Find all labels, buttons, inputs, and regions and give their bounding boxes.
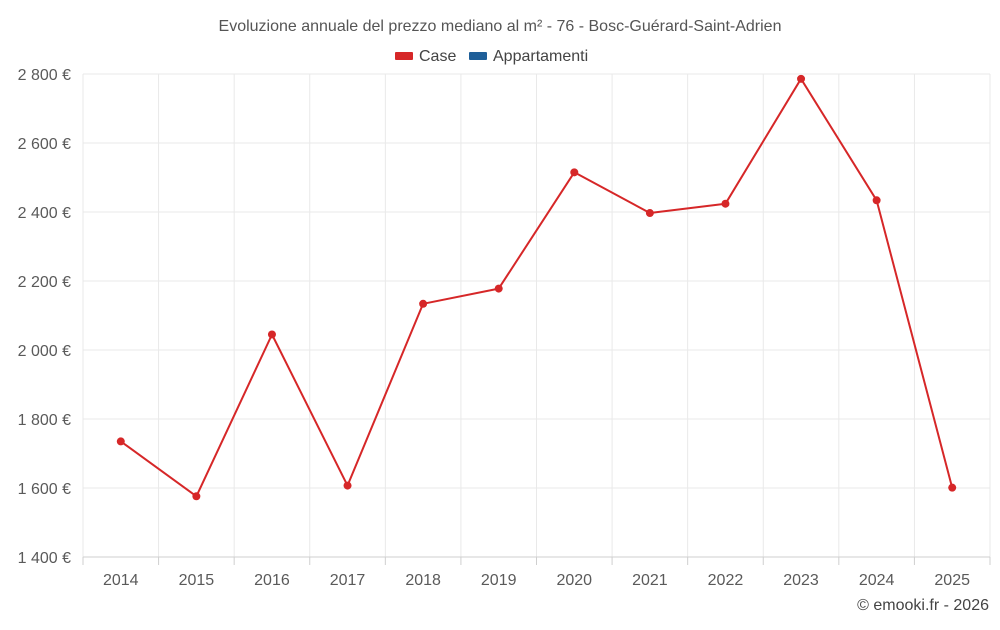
legend-item-appartamenti[interactable]: Appartamenti [469,48,588,65]
x-axis: 2014 2015 2016 2017 2018 2019 2020 2021 2022 2023… [82,556,991,589]
data-point[interactable] [267,330,276,339]
legend-swatch-case [395,52,413,60]
y-tick-label: 2 800 € [18,67,71,84]
x-tick-label: 2025 [934,572,970,589]
data-point[interactable] [343,481,352,490]
x-tick-label: 2016 [254,572,290,589]
data-point[interactable] [948,483,957,492]
x-tick-label: 2018 [405,572,441,589]
y-tick-label: 2 000 € [18,343,71,360]
data-point[interactable] [645,209,654,218]
data-point[interactable] [192,492,201,501]
x-tick-label: 2015 [179,572,215,589]
data-point[interactable] [494,284,503,293]
legend-label-case: Case [419,48,456,65]
legend-label-appartamenti: Appartamenti [493,48,588,65]
x-tick-label: 2024 [859,572,895,589]
x-tick-label: 2017 [330,572,366,589]
data-point[interactable] [721,199,730,208]
y-tick-label: 1 400 € [18,550,71,567]
data-point[interactable] [570,168,579,177]
x-tick-label: 2023 [783,572,819,589]
y-tick-label: 2 600 € [18,136,71,153]
y-tick-label: 2 400 € [18,205,71,222]
series-line [119,77,954,498]
x-tick-label: 2020 [556,572,592,589]
chart-title: Evoluzione annuale del prezzo mediano al… [219,18,782,35]
y-axis: 1 400 € 1 600 € 1 800 € 2 000 € 2 200 € 2 400… [18,67,71,567]
legend-item-case[interactable]: Case [395,48,456,65]
data-point[interactable] [419,299,428,308]
x-tick-label: 2022 [708,572,744,589]
y-tick-label: 1 800 € [18,412,71,429]
legend: Case Appartamenti [395,48,588,65]
grid [82,73,991,557]
x-tick-label: 2014 [103,572,139,589]
series-case [116,74,957,501]
x-tick-label: 2021 [632,572,668,589]
legend-swatch-appartamenti [469,52,487,60]
x-tick-label: 2019 [481,572,517,589]
data-point[interactable] [797,74,806,83]
data-point[interactable] [872,196,881,205]
y-tick-label: 1 600 € [18,481,71,498]
chart-credit[interactable]: © emooki.fr - 2026 [857,597,989,614]
y-tick-label: 2 200 € [18,274,71,291]
data-point[interactable] [116,437,125,446]
